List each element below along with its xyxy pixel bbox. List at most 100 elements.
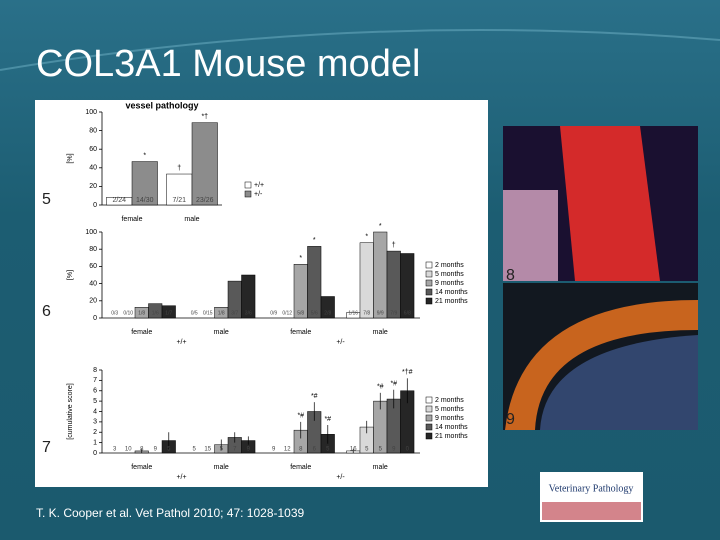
legend-label: 9 months xyxy=(435,280,464,287)
y-tick-label: 100 xyxy=(85,229,97,236)
value-label: 2/8 xyxy=(324,310,331,316)
sample-size: 10 xyxy=(125,447,132,453)
annotation: * xyxy=(379,223,382,230)
legend-swatch xyxy=(425,414,433,422)
group-label: +/- xyxy=(336,474,345,481)
legend-label: 2 months xyxy=(435,397,464,404)
journal-logo-art xyxy=(542,502,641,520)
sample-size: 9 xyxy=(392,447,396,453)
legend-label: 14 months xyxy=(435,424,468,431)
x-tick-label: male xyxy=(214,329,229,336)
micrograph-8-tissue xyxy=(560,126,660,281)
y-tick-label: 0 xyxy=(93,315,97,322)
sample-size: 7 xyxy=(233,447,237,453)
group-label: +/+ xyxy=(176,339,186,346)
bar xyxy=(400,253,415,319)
y-tick-label: 20 xyxy=(89,183,97,190)
legend-swatch xyxy=(425,288,433,296)
x-tick-label: female xyxy=(121,216,142,223)
bar xyxy=(161,305,176,319)
y-tick-label: 0 xyxy=(93,202,97,209)
y-tick-label: 2 xyxy=(93,429,97,436)
x-tick-label: male xyxy=(373,329,388,336)
y-axis-label: [%] xyxy=(67,153,74,163)
legend-swatch xyxy=(425,270,433,278)
value-label: 1/8 xyxy=(138,310,145,316)
sample-size: 5 xyxy=(365,447,369,453)
value-label: 0/15 xyxy=(203,310,213,316)
legend-swatch xyxy=(244,181,252,189)
value-label: 7/21 xyxy=(172,197,186,204)
value-label: 3/6 xyxy=(245,310,252,316)
citation: T. K. Cooper et al. Vet Pathol 2010; 47:… xyxy=(36,506,305,520)
y-tick-label: 8 xyxy=(93,367,97,374)
panel-label: 8 xyxy=(506,267,515,284)
sample-size: 5 xyxy=(326,447,330,453)
chart-title: vessel pathology xyxy=(125,100,198,110)
value-label: 5/8 xyxy=(297,310,304,316)
legend-swatch xyxy=(425,396,433,404)
x-tick-label: female xyxy=(131,329,152,336)
value-label: 0/3 xyxy=(111,310,118,316)
y-tick-label: 80 xyxy=(89,246,97,253)
x-tick-label: female xyxy=(131,464,152,471)
legend-swatch xyxy=(425,423,433,431)
sample-size: 6 xyxy=(313,447,317,453)
legend-label: 9 months xyxy=(435,415,464,422)
y-tick-label: 80 xyxy=(89,127,97,134)
annotation: * xyxy=(299,255,302,262)
sample-size: 12 xyxy=(284,447,291,453)
group-label: +/+ xyxy=(176,474,186,481)
x-tick-label: male xyxy=(214,464,229,471)
annotation: * xyxy=(143,152,146,159)
value-label: 1/6 xyxy=(152,310,159,316)
bar xyxy=(307,246,322,319)
annotation: * xyxy=(313,237,316,244)
sample-size: 8 xyxy=(140,447,144,453)
legend-swatch xyxy=(244,190,252,198)
group-label: +/- xyxy=(336,339,345,346)
legend-swatch xyxy=(425,297,433,305)
y-axis-label: [cumulative score] xyxy=(67,383,74,439)
value-label: 0/9 xyxy=(270,310,277,316)
y-axis-label: [%] xyxy=(67,270,74,280)
y-tick-label: 5 xyxy=(93,398,97,405)
sample-size: 9 xyxy=(247,447,251,453)
micrograph-9-wall xyxy=(505,300,698,430)
y-tick-label: 6 xyxy=(93,388,97,395)
value-label: 14/30 xyxy=(136,197,154,204)
annotation: *# xyxy=(390,381,397,388)
legend-label: 5 months xyxy=(435,271,464,278)
legend-label: 21 months xyxy=(435,433,468,440)
panel-label: 7 xyxy=(42,439,51,456)
legend-swatch xyxy=(425,261,433,269)
value-label: 3/7 xyxy=(231,310,238,316)
value-label: 9/9 xyxy=(377,310,384,316)
x-tick-label: female xyxy=(290,464,311,471)
y-tick-label: 20 xyxy=(89,298,97,305)
sample-size: 15 xyxy=(204,447,211,453)
bar xyxy=(131,161,158,206)
legend-label: +/+ xyxy=(254,182,264,189)
bar xyxy=(386,250,401,319)
value-label: 7/8 xyxy=(363,310,370,316)
y-tick-label: 40 xyxy=(89,280,97,287)
value-label: 6/8 xyxy=(404,310,411,316)
y-tick-label: 1 xyxy=(93,439,97,446)
value-label: 0/5 xyxy=(191,310,198,316)
chart-panel xyxy=(35,100,488,487)
y-tick-label: 40 xyxy=(89,165,97,172)
micrograph-8-inset xyxy=(503,190,558,281)
value-label: 7/9 xyxy=(390,310,397,316)
annotation: *# xyxy=(297,413,304,420)
annotation: * xyxy=(365,234,368,241)
bar xyxy=(373,231,388,319)
x-tick-label: male xyxy=(373,464,388,471)
micrograph-9-lumen xyxy=(540,335,698,430)
legend-label: 14 months xyxy=(435,289,468,296)
bar xyxy=(241,274,256,319)
legend-swatch xyxy=(425,279,433,287)
legend-label: 5 months xyxy=(435,406,464,413)
